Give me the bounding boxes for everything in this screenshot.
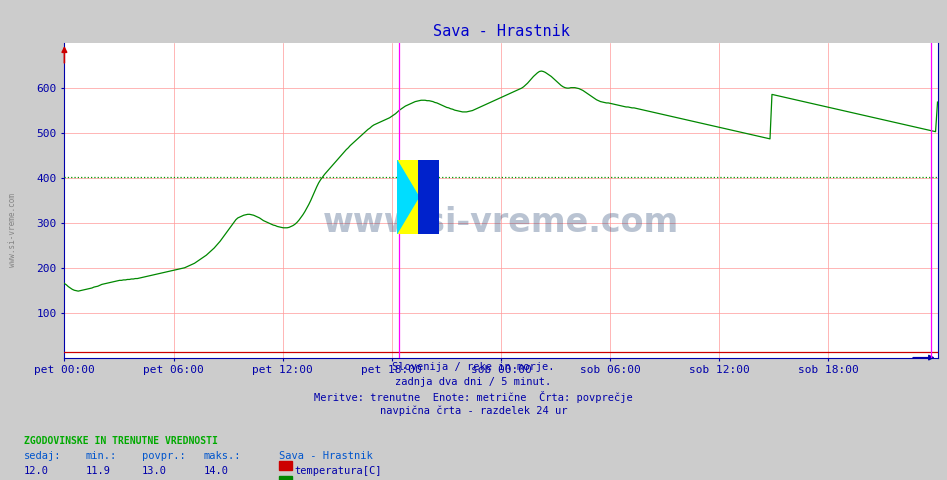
Text: 13.0: 13.0	[142, 466, 167, 476]
Text: temperatura[C]: temperatura[C]	[295, 466, 382, 476]
Text: maks.:: maks.:	[204, 451, 241, 461]
Polygon shape	[419, 160, 439, 234]
Text: zadnja dva dni / 5 minut.: zadnja dva dni / 5 minut.	[396, 377, 551, 387]
Text: min.:: min.:	[85, 451, 116, 461]
Text: Slovenija / reke in morje.: Slovenija / reke in morje.	[392, 362, 555, 372]
Text: navpična črta - razdelek 24 ur: navpična črta - razdelek 24 ur	[380, 406, 567, 416]
Text: Sava - Hrastnik: Sava - Hrastnik	[279, 451, 373, 461]
Text: Meritve: trenutne  Enote: metrične  Črta: povprečje: Meritve: trenutne Enote: metrične Črta: …	[314, 391, 633, 403]
Title: Sava - Hrastnik: Sava - Hrastnik	[433, 24, 569, 39]
Text: www.si-vreme.com: www.si-vreme.com	[8, 193, 17, 267]
Text: 11.9: 11.9	[85, 466, 110, 476]
Text: 12.0: 12.0	[24, 466, 48, 476]
Polygon shape	[397, 160, 419, 234]
Text: povpr.:: povpr.:	[142, 451, 186, 461]
Text: ZGODOVINSKE IN TRENUTNE VREDNOSTI: ZGODOVINSKE IN TRENUTNE VREDNOSTI	[24, 436, 218, 446]
Text: 14.0: 14.0	[204, 466, 228, 476]
Bar	[397, 160, 419, 234]
Polygon shape	[419, 160, 439, 197]
Text: sedaj:: sedaj:	[24, 451, 62, 461]
Text: www.si-vreme.com: www.si-vreme.com	[323, 206, 679, 239]
